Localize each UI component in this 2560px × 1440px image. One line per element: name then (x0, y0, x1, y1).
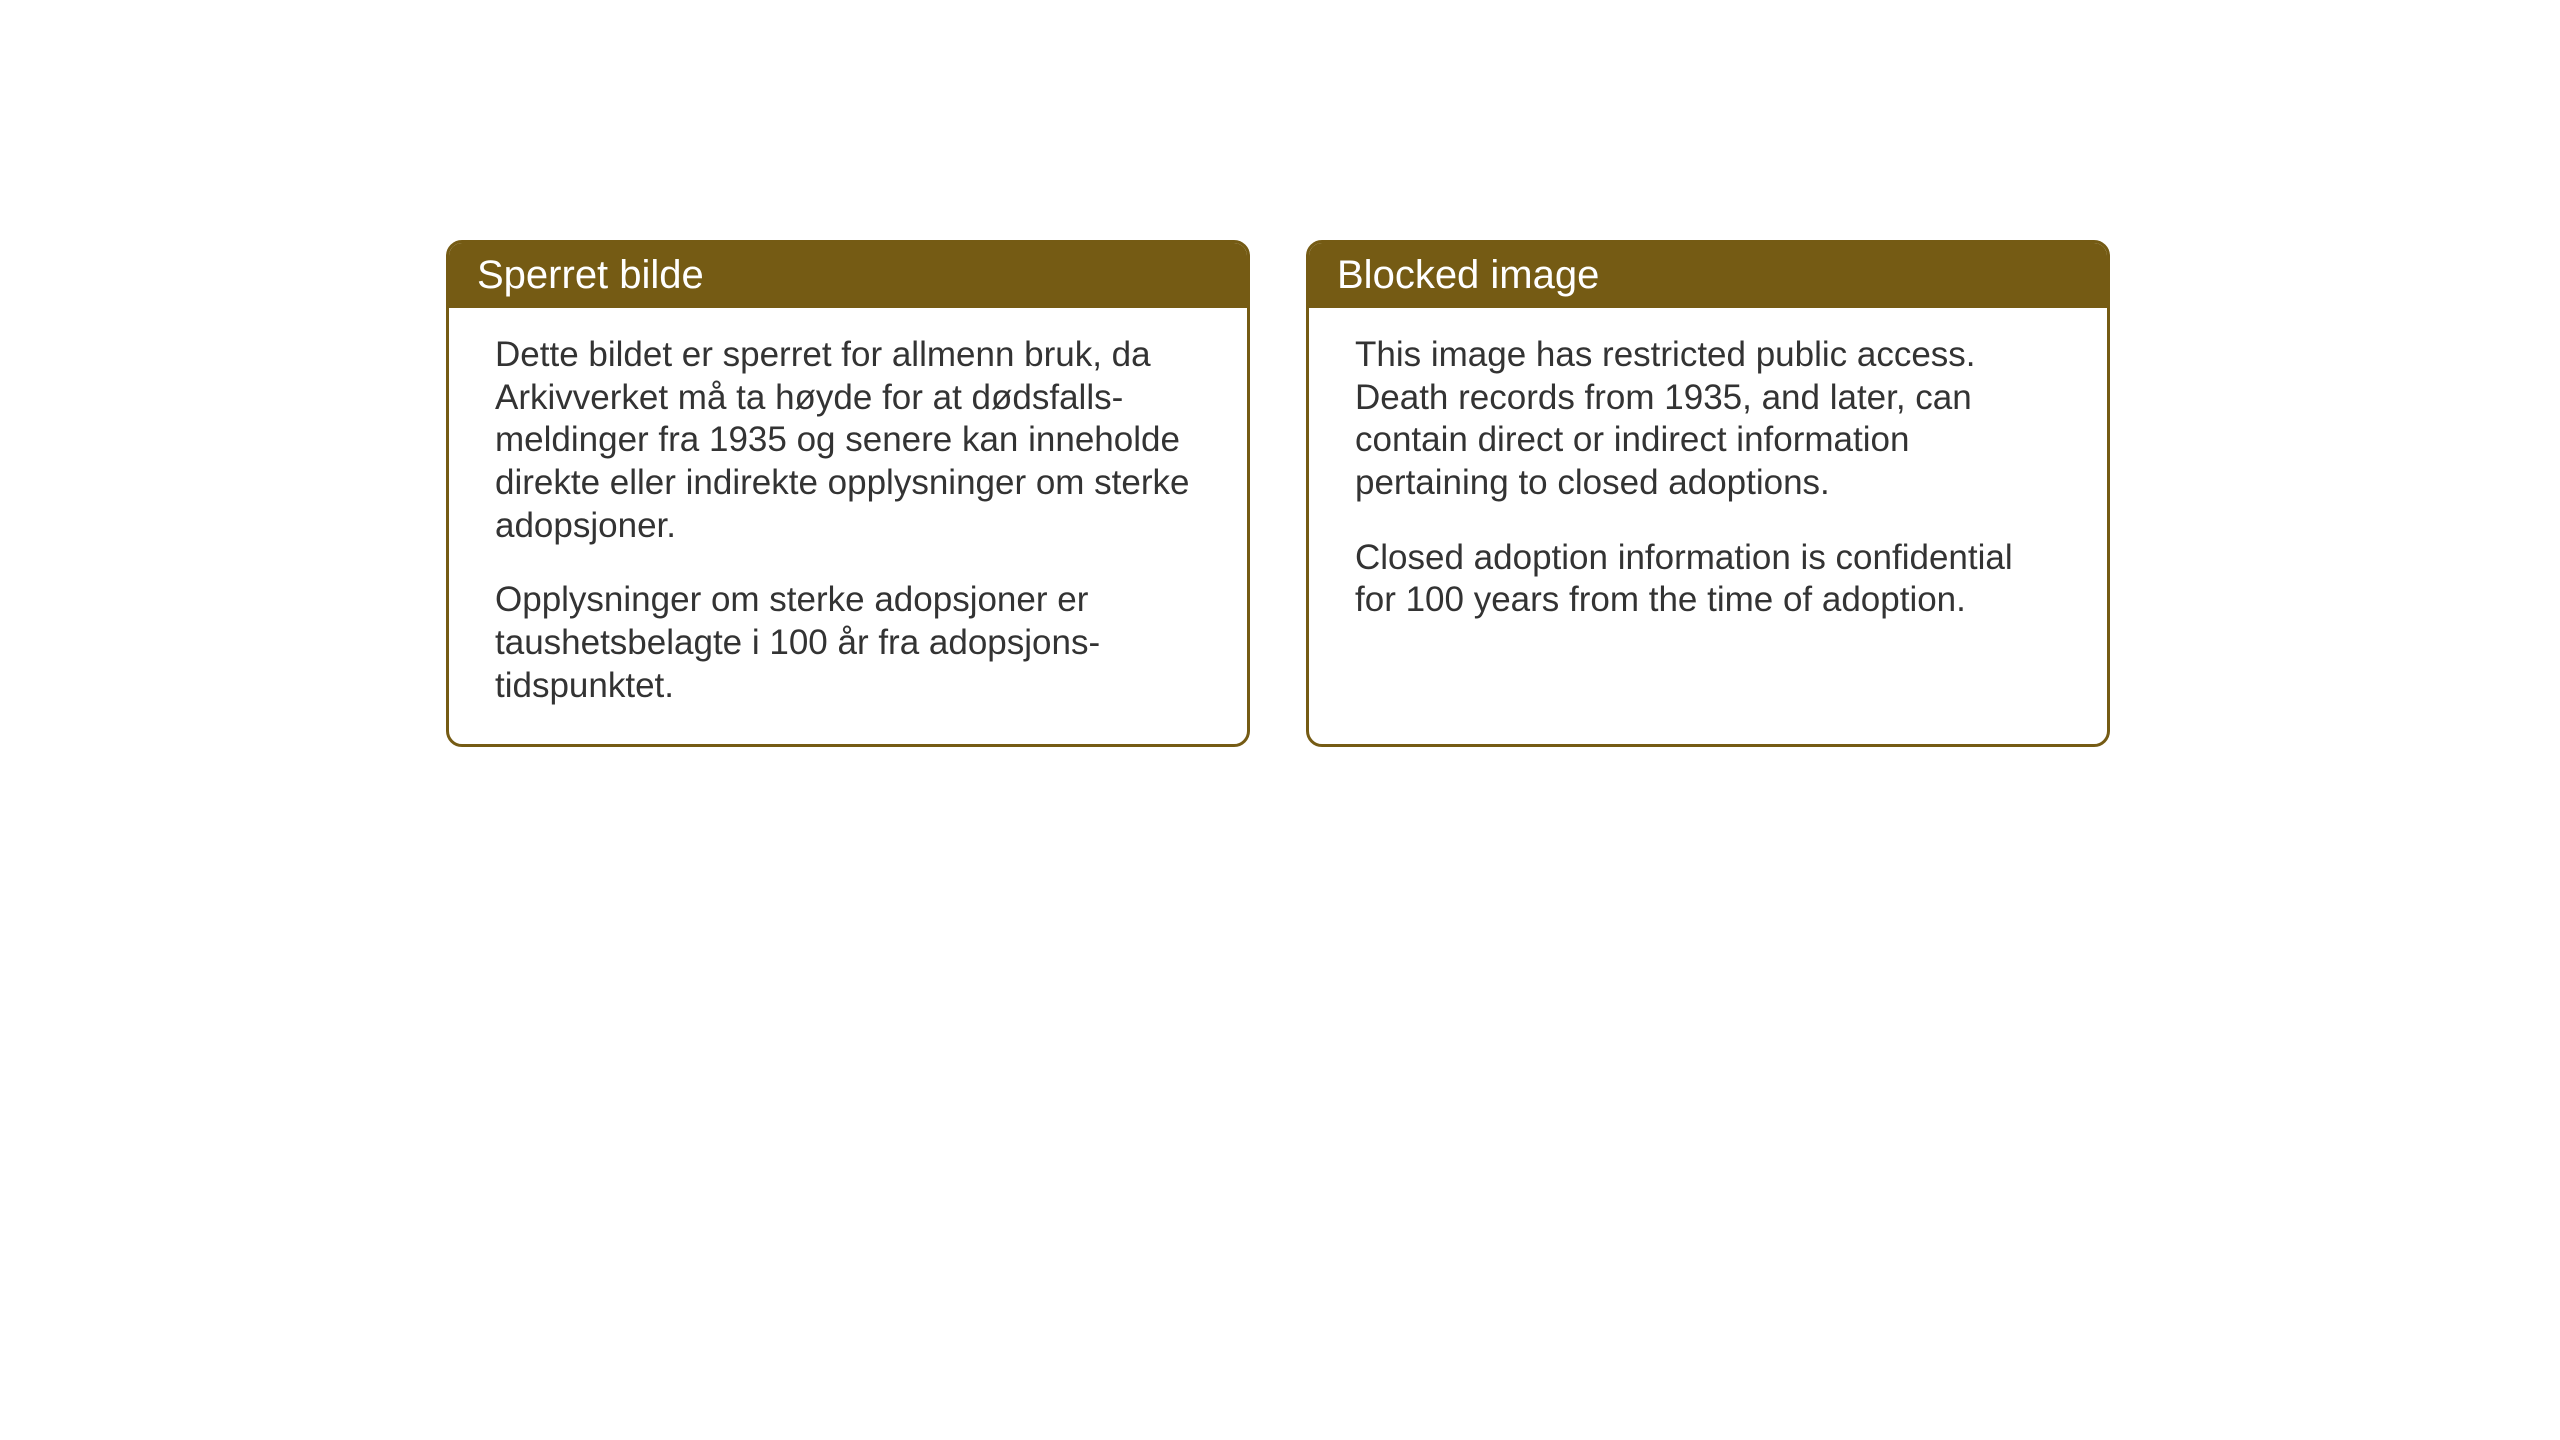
card-paragraph-1-norwegian: Dette bildet er sperret for allmenn bruk… (495, 334, 1201, 547)
card-paragraph-1-english: This image has restricted public access.… (1355, 334, 2061, 505)
card-title-norwegian: Sperret bilde (477, 253, 704, 297)
card-paragraph-2-english: Closed adoption information is confident… (1355, 537, 2061, 622)
notice-card-english: Blocked image This image has restricted … (1306, 240, 2110, 747)
card-body-norwegian: Dette bildet er sperret for allmenn bruk… (449, 308, 1247, 744)
card-body-english: This image has restricted public access.… (1309, 308, 2107, 702)
card-title-english: Blocked image (1337, 253, 1599, 297)
card-paragraph-2-norwegian: Opplysninger om sterke adopsjoner er tau… (495, 579, 1201, 707)
notice-cards-container: Sperret bilde Dette bildet er sperret fo… (446, 240, 2110, 747)
notice-card-norwegian: Sperret bilde Dette bildet er sperret fo… (446, 240, 1250, 747)
card-header-norwegian: Sperret bilde (449, 243, 1247, 308)
card-header-english: Blocked image (1309, 243, 2107, 308)
